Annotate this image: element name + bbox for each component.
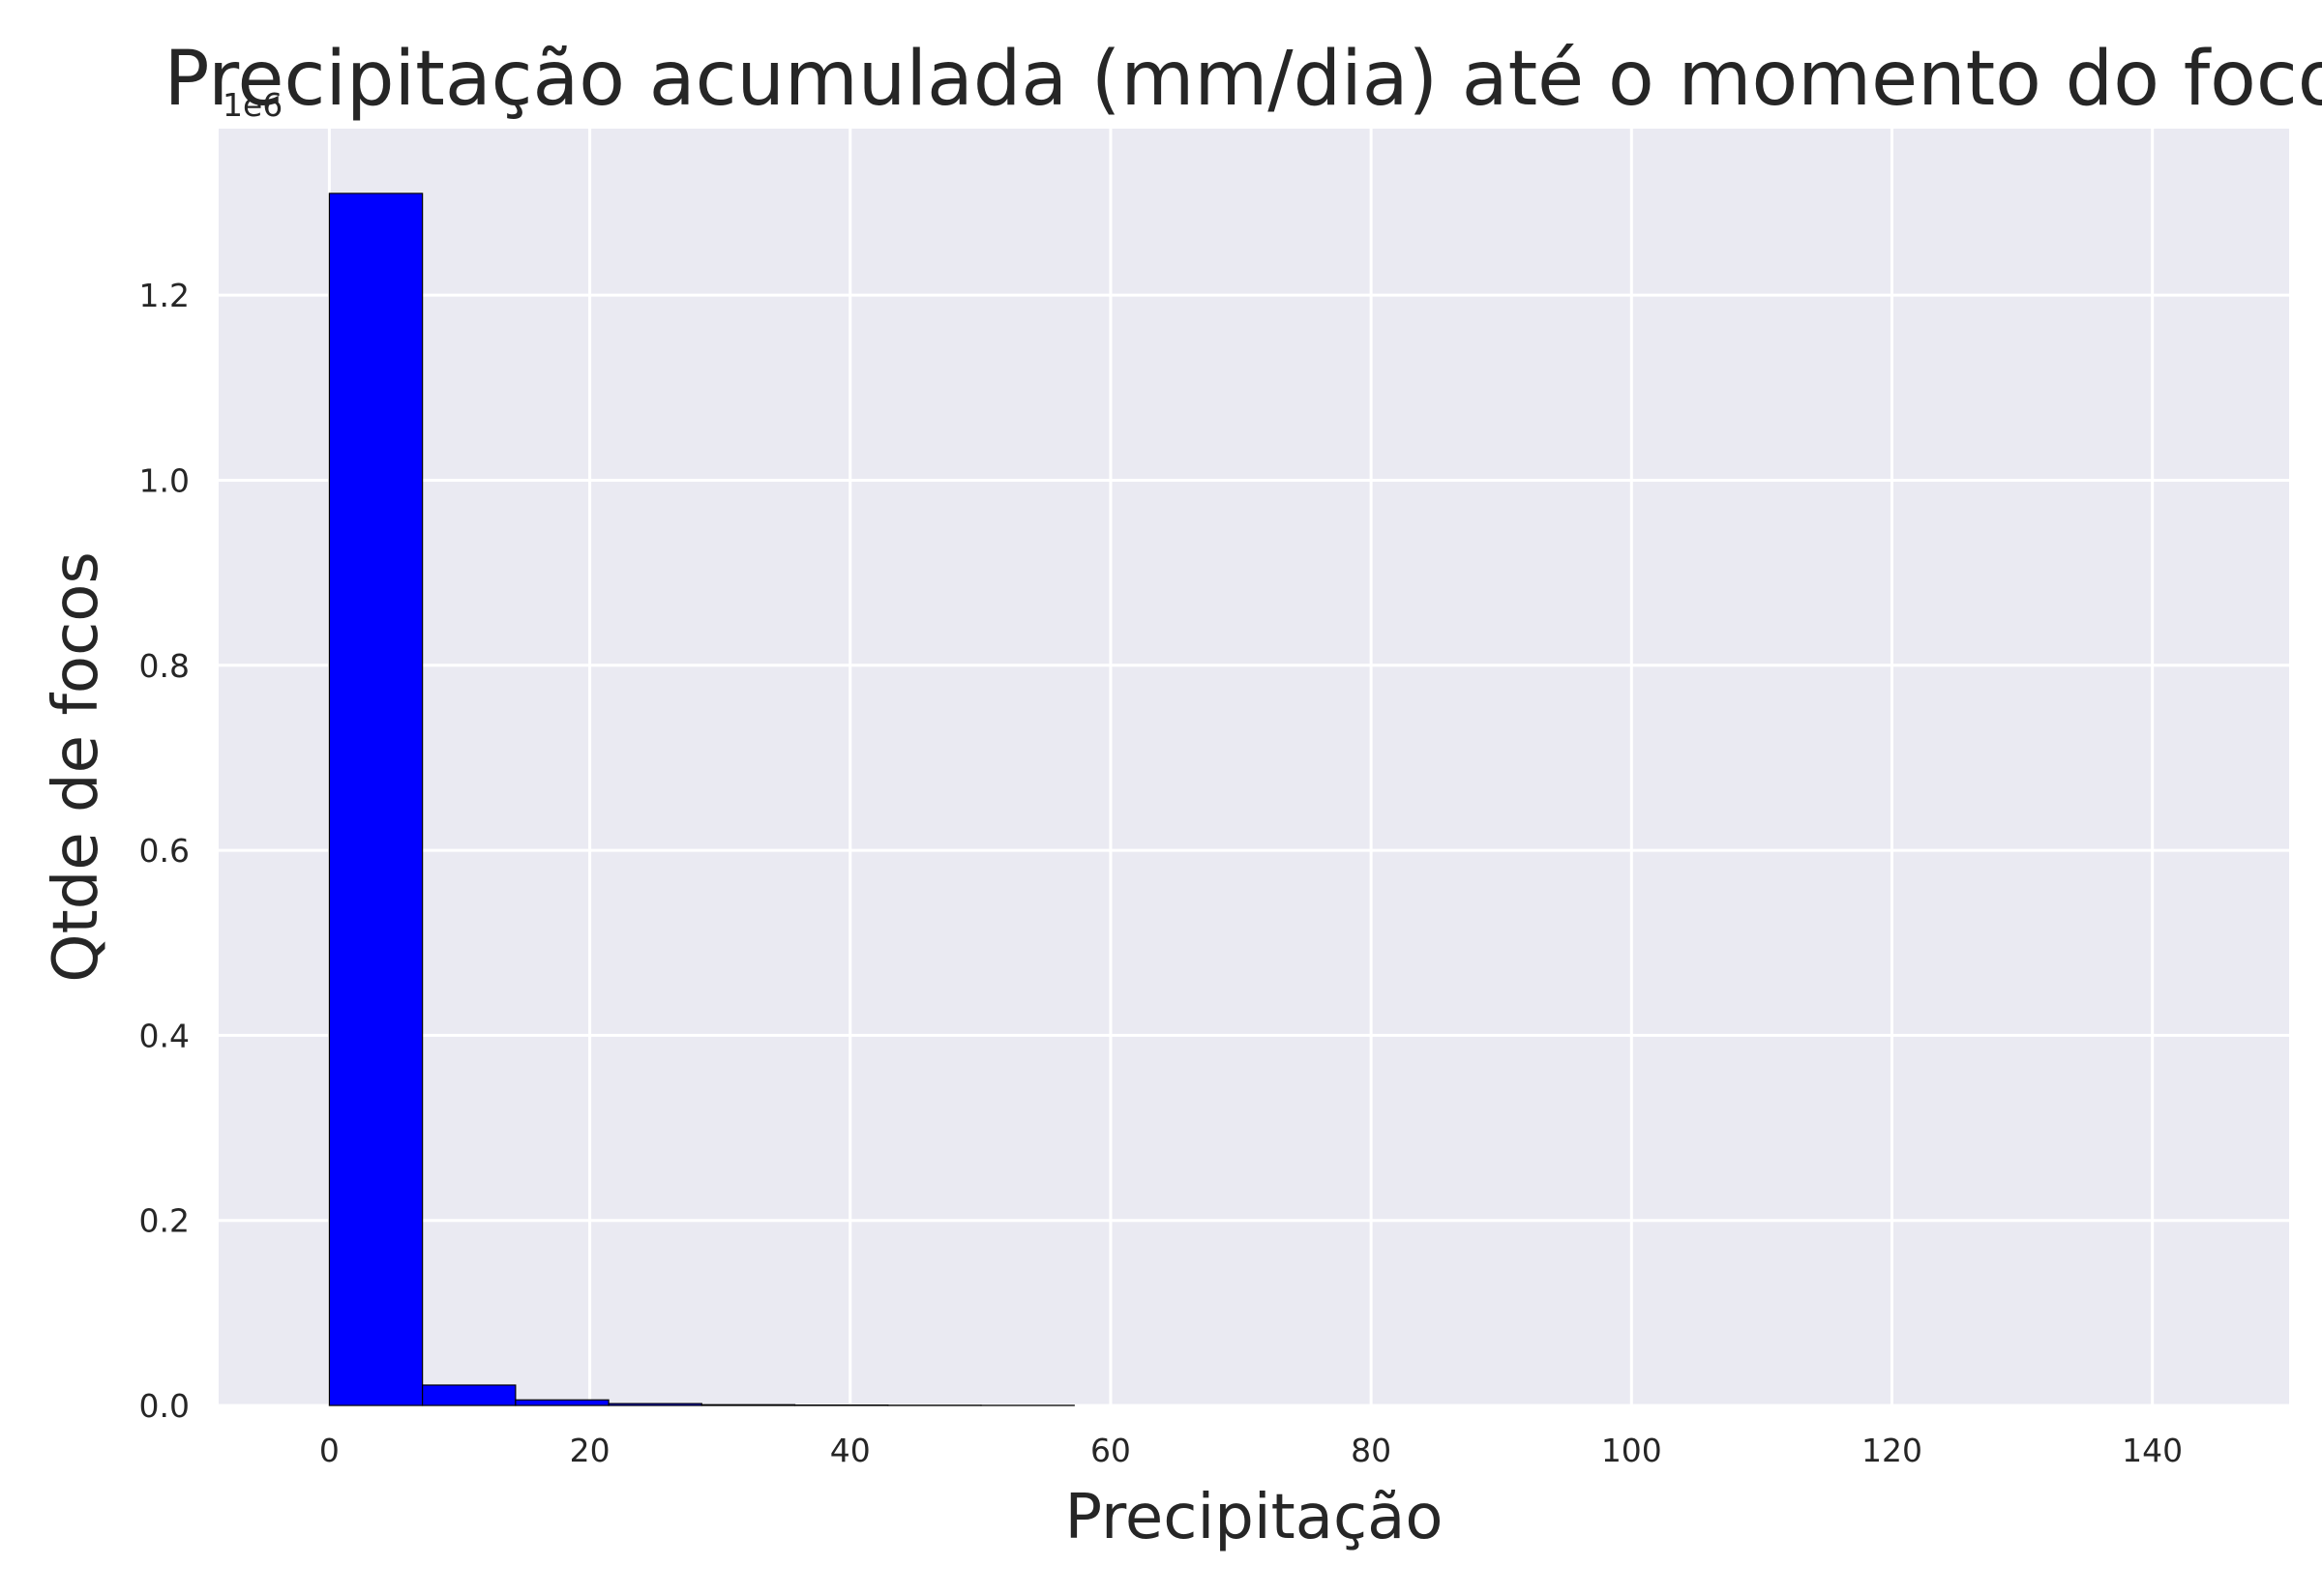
y-tick-label: 0.4 [139, 1017, 190, 1054]
y-tick-labels: 0.0 0.2 0.4 0.6 0.8 1.0 1.2 [139, 277, 190, 1425]
y-axis-label: Qtde de focos [41, 551, 112, 983]
y-tick-label: 0.6 [139, 832, 190, 870]
x-tick-label: 80 [1351, 1432, 1391, 1469]
x-tick-label: 100 [1601, 1432, 1662, 1469]
histogram-bars [328, 192, 1075, 1406]
histogram-bar [515, 1399, 610, 1406]
histogram-bar [700, 1404, 796, 1406]
x-tick-labels: 0 20 40 60 80 100 120 140 [319, 1432, 2183, 1469]
plot-background [219, 129, 2289, 1405]
y-offset-label: 1e6 [223, 86, 283, 124]
x-tick-label: 60 [1090, 1432, 1131, 1469]
y-tick-label: 1.2 [139, 277, 190, 314]
x-axis-label: Precipitação [1065, 1482, 1444, 1553]
chart-title: Precipitação acumulada (mm/dia) até o mo… [164, 36, 2322, 123]
x-tick-label: 0 [319, 1432, 340, 1469]
y-tick-label: 0.2 [139, 1202, 190, 1240]
y-tick-label: 0.8 [139, 647, 190, 685]
grid-lines [219, 129, 2289, 1407]
histogram-bar [422, 1384, 517, 1406]
x-tick-label: 40 [830, 1432, 871, 1469]
x-tick-label: 120 [1861, 1432, 1922, 1469]
y-tick-label: 1.0 [139, 461, 190, 499]
histogram-bar [328, 192, 424, 1406]
x-tick-label: 20 [570, 1432, 610, 1469]
y-tick-label: 0.0 [139, 1387, 190, 1425]
histogram-bar [608, 1403, 702, 1406]
x-tick-label: 140 [2122, 1432, 2183, 1469]
